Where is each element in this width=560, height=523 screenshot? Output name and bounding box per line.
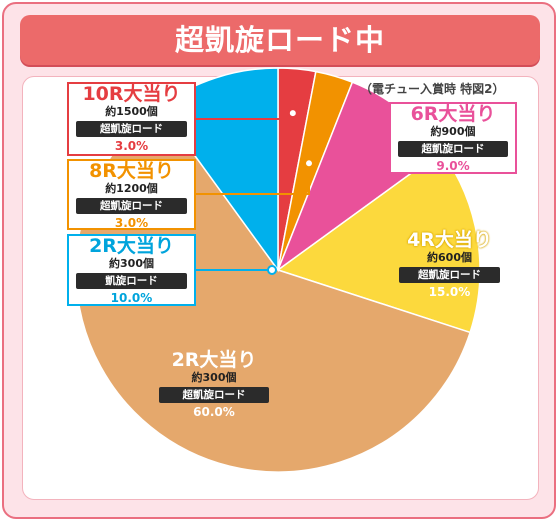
callout-10r: 10R大当り 約1500個 超凱旋ロード 3.0% [67, 82, 196, 156]
slice-mode-6r: 超凱旋ロード [398, 141, 508, 157]
slice-label-2r-kaisen: 2R大当り [89, 235, 174, 257]
label-4r: 4R大当り 約600個 超凱旋ロード 15.0% [392, 230, 507, 299]
slice-balls-4r: 約600個 [427, 251, 472, 264]
slice-balls-2r-super: 約300個 [191, 371, 237, 384]
leader-8r-dot [303, 158, 314, 169]
slice-pct-10r: 3.0% [114, 139, 149, 153]
chart-subtitle: （電チュー入賞時 特図2） [360, 82, 505, 96]
slice-mode-4r: 超凱旋ロード [399, 267, 500, 283]
slice-mode-8r: 超凱旋ロード [76, 198, 187, 214]
title-bar: 超凱旋ロード中 [20, 15, 540, 65]
slice-label-6r: 6R大当り [410, 103, 496, 125]
slice-pct-6r: 9.0% [436, 159, 470, 173]
slice-balls-2r-kaisen: 約300個 [109, 257, 154, 270]
slice-balls-10r: 約1500個 [105, 105, 158, 118]
slice-balls-6r: 約900個 [430, 125, 476, 138]
slice-label-2r-super: 2R大当り [171, 349, 257, 371]
slice-pct-4r: 15.0% [428, 285, 471, 299]
callout-6r: 6R大当り 約900個 超凱旋ロード 9.0% [389, 102, 517, 174]
slice-balls-8r: 約1200個 [105, 182, 158, 195]
slice-pct-8r: 3.0% [114, 216, 149, 230]
slice-pct-2r-kaisen: 10.0% [110, 291, 153, 305]
slice-mode-10r: 超凱旋ロード [76, 121, 187, 137]
chart-title: 超凱旋ロード中 [174, 23, 385, 57]
slice-label-4r: 4R大当り [407, 229, 492, 251]
slice-label-8r: 8R大当り [89, 160, 174, 182]
slice-label-10r: 10R大当り [82, 83, 181, 105]
leader-2r-kaisen-dot [267, 265, 277, 275]
slice-mode-2r-kaisen: 凱旋ロード [76, 273, 187, 289]
slice-mode-2r-super: 超凱旋ロード [159, 387, 269, 403]
label-2r-super: 2R大当り 約300個 超凱旋ロード 60.0% [152, 350, 276, 419]
callout-8r: 8R大当り 約1200個 超凱旋ロード 3.0% [67, 159, 196, 230]
leader-10r-dot [287, 108, 298, 119]
leader-8r [196, 163, 310, 195]
slice-pct-2r-super: 60.0% [193, 405, 235, 419]
callout-2r-kaisen: 2R大当り 約300個 凱旋ロード 10.0% [67, 234, 196, 306]
